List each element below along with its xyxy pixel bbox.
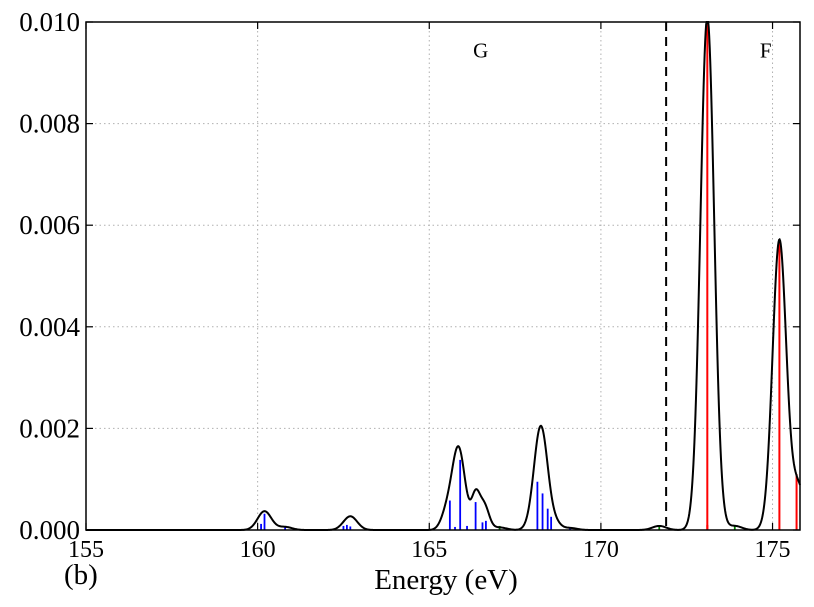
axis-ticks bbox=[85, 21, 800, 531]
x-tick-label: 165 bbox=[411, 537, 447, 563]
x-tick-label: 155 bbox=[68, 537, 104, 563]
y-tick-label: 0.002 bbox=[19, 413, 80, 443]
grid-lines bbox=[85, 21, 800, 531]
x-tick-label: 160 bbox=[240, 537, 276, 563]
plot-frame bbox=[85, 21, 801, 531]
x-tick-label: 175 bbox=[755, 537, 791, 563]
region-label-F: F bbox=[760, 39, 772, 63]
region-label-G: G bbox=[473, 39, 488, 63]
panel-label: (b) bbox=[64, 559, 98, 591]
axis-tick-labels: 155 160 165 170 175 0.000 0.002 0.004 0.006 0.008… bbox=[19, 7, 790, 563]
y-tick-label: 0.004 bbox=[19, 312, 80, 342]
y-tick-label: 0.006 bbox=[19, 210, 80, 240]
envelope-line bbox=[86, 21, 801, 531]
y-tick-label: 0.000 bbox=[19, 515, 80, 545]
x-tick-label: 170 bbox=[583, 537, 619, 563]
x-axis-label: Energy (eV) bbox=[374, 564, 518, 596]
envelope-curve bbox=[86, 21, 801, 531]
y-tick-label: 0.010 bbox=[19, 7, 80, 37]
y-tick-label: 0.008 bbox=[19, 109, 80, 139]
